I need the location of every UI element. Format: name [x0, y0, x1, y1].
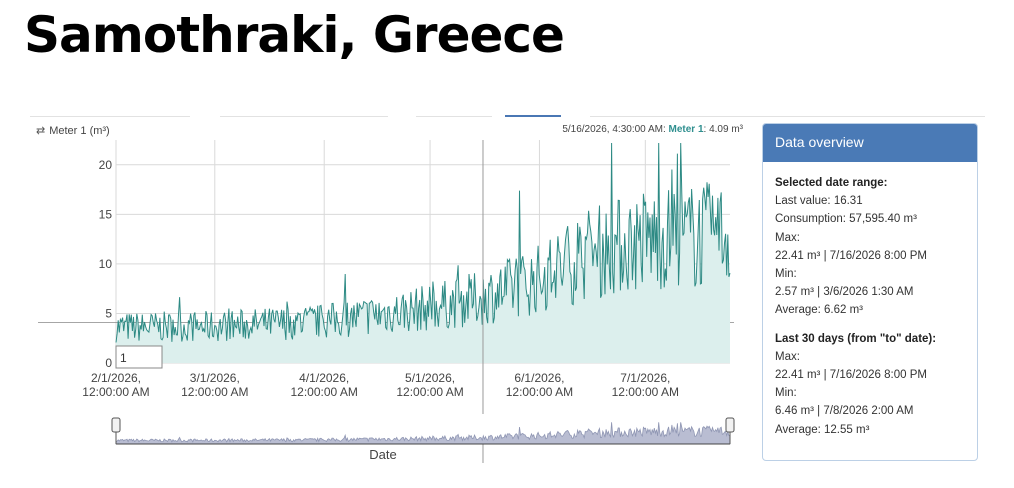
min-label: Min: — [775, 268, 797, 281]
x-tick-label: 5/1/2026, — [405, 371, 455, 385]
x-tick-label: 6/1/2026, — [514, 371, 564, 385]
x-tick-label: 3/1/2026, — [190, 371, 240, 385]
tooltip-value: : 4.09 m³ — [703, 124, 743, 135]
chart-tooltip: 5/16/2026, 4:30:00 AM: Meter 1: 4.09 m³ — [562, 124, 743, 135]
series-line[interactable] — [115, 142, 731, 343]
navigator[interactable]: Date — [111, 414, 735, 462]
last30-title: Last 30 days (from "to" date): — [775, 332, 937, 345]
tab-underline — [30, 116, 190, 117]
x-tick-label: 2/1/2026, — [91, 371, 141, 385]
navigator-handle-right[interactable] — [725, 417, 735, 433]
panel-header: Data overview — [763, 124, 977, 162]
x-tick-label: 4/1/2026, — [299, 371, 349, 385]
last30-min-label: Min: — [775, 387, 797, 400]
x-tick-label: 12:00:00 AM — [181, 385, 248, 399]
chart-container[interactable]: ⇄ Meter 1 (m³) 5/16/2026, 4:30:00 AM: Me… — [30, 118, 760, 468]
series-legend[interactable]: ⇄ Meter 1 (m³) — [36, 124, 110, 138]
swap-arrows-icon[interactable]: ⇄ — [36, 125, 46, 137]
x-tick-label: 12:00:00 AM — [396, 385, 463, 399]
x-tick-label: 12:00:00 AM — [612, 385, 679, 399]
tooltip-time: 5/16/2026, 4:30:00 AM: — [562, 124, 666, 135]
last30-average: Average: 12.55 m³ — [775, 423, 870, 436]
max-value: 22.41 m³ | 7/16/2026 8:00 PM — [775, 249, 927, 262]
average: Average: 6.62 m³ — [775, 304, 864, 317]
y-tick-label: 0 — [105, 356, 112, 370]
y-tick-label: 5 — [105, 306, 112, 320]
range-input-value: 1 — [120, 351, 127, 365]
x-tick-label: 7/1/2026, — [620, 371, 670, 385]
navigator-axis-label: Date — [369, 447, 396, 462]
last30-max-label: Max: — [775, 350, 800, 363]
selected-range-title: Selected date range: — [775, 177, 888, 189]
tab-underline — [416, 116, 492, 117]
max-label: Max: — [775, 231, 800, 244]
y-tick-label: 20 — [99, 158, 113, 172]
series-area — [116, 143, 730, 363]
last30-min-value: 6.46 m³ | 7/8/2026 2:00 AM — [775, 405, 914, 418]
last-value: Last value: 16.31 — [775, 195, 863, 208]
x-tick-label: 12:00:00 AM — [82, 385, 149, 399]
navigator-area — [115, 422, 731, 445]
tooltip-meter: Meter 1 — [668, 124, 704, 135]
x-tick-label: 12:00:00 AM — [506, 385, 573, 399]
tab-underline — [590, 116, 985, 117]
y-tick-label: 10 — [99, 257, 113, 271]
tab-underline — [220, 116, 388, 117]
navigator-handle-left[interactable] — [111, 417, 121, 433]
consumption: Consumption: 57,595.40 m³ — [775, 213, 917, 226]
tab-active-underline — [505, 115, 561, 117]
series-label: Meter 1 (m³) — [49, 124, 110, 137]
x-tick-label: 12:00:00 AM — [291, 385, 358, 399]
min-value: 2.57 m³ | 3/6/2026 1:30 AM — [775, 286, 914, 299]
y-tick-label: 15 — [99, 207, 113, 221]
data-overview-panel: Data overview Selected date range: Last … — [762, 123, 978, 461]
page-title: Samothraki, Greece — [24, 6, 565, 64]
range-input[interactable] — [115, 345, 163, 369]
last30-max-value: 22.41 m³ | 7/16/2026 8:00 PM — [775, 369, 927, 382]
